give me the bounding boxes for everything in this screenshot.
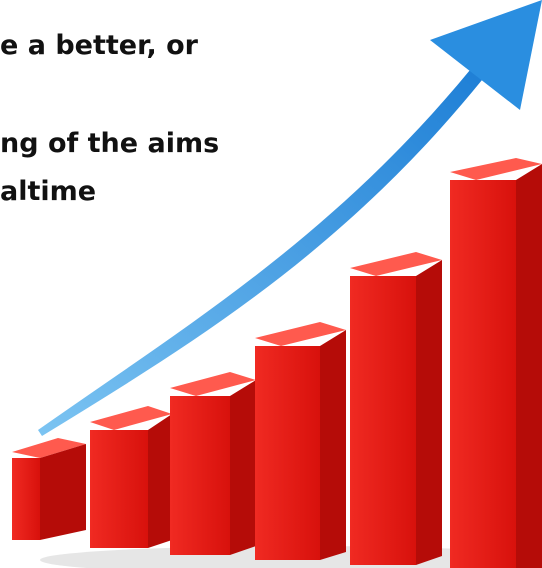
bar <box>12 438 86 540</box>
bars <box>12 158 542 568</box>
bar <box>90 406 172 548</box>
text-line: e a better, or <box>0 30 198 61</box>
bar <box>350 252 442 565</box>
bar <box>450 158 542 568</box>
text-line: ng of the aims <box>0 128 220 159</box>
arrow-head <box>430 0 542 110</box>
bar <box>255 322 346 560</box>
bar <box>170 372 256 555</box>
arrow-shaft <box>38 70 482 436</box>
text-line: altime <box>0 176 97 207</box>
